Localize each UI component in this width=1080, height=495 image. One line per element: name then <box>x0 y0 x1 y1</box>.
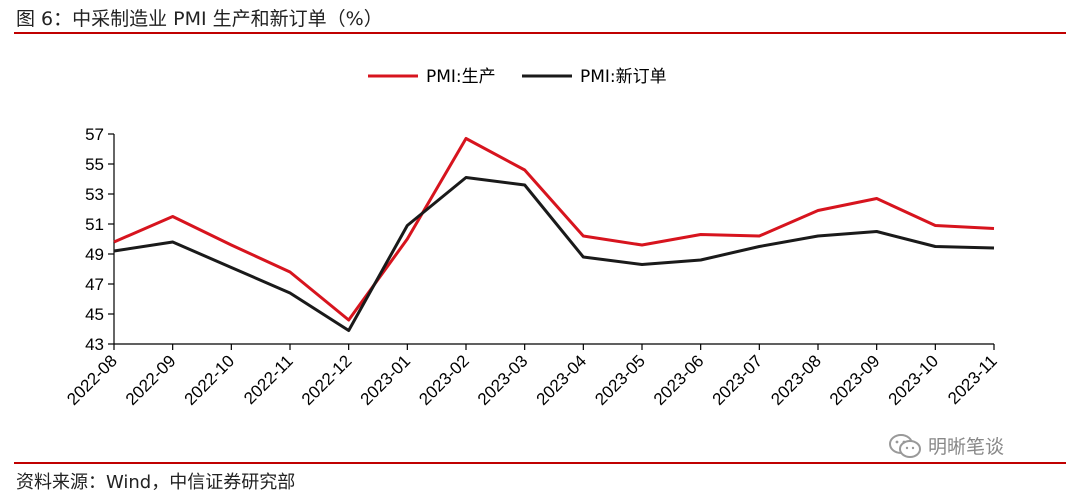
y-tick-label: 45 <box>85 305 104 324</box>
x-tick-label: 2022-10 <box>181 351 239 409</box>
x-tick-label: 2023-05 <box>591 351 649 409</box>
x-tick-label: 2023-04 <box>533 351 591 409</box>
legend-label-2: PMI:新订单 <box>580 67 667 87</box>
x-tick-label: 2022-12 <box>298 351 356 409</box>
y-tick-label: 57 <box>85 125 104 144</box>
x-tick-label: 2023-08 <box>767 351 825 409</box>
x-tick-label: 2022-09 <box>122 351 180 409</box>
x-tick-label: 2023-03 <box>474 351 532 409</box>
series-line-1 <box>113 137 995 322</box>
y-tick-label: 47 <box>85 275 104 294</box>
legend-label-1: PMI:生产 <box>426 67 496 87</box>
watermark: 明晰笔谈 <box>888 432 1004 459</box>
series-line-2 <box>113 176 995 332</box>
chart-legend: PMI:生产 PMI:新订单 <box>368 67 667 87</box>
bottom-divider <box>14 462 1066 464</box>
x-tick-label: 2023-01 <box>357 351 415 409</box>
y-tick-label: 55 <box>85 155 104 174</box>
source-note: 资料来源：Wind，中信证券研究部 <box>16 472 296 493</box>
x-tick-label: 2023-10 <box>885 351 943 409</box>
figure-title: 图 6：中采制造业 PMI 生产和新订单（%） <box>16 8 383 30</box>
x-tick-label: 2023-09 <box>826 351 884 409</box>
x-tick-label: 2023-02 <box>415 351 473 409</box>
y-tick-label: 49 <box>85 245 104 264</box>
y-tick-label: 53 <box>85 185 104 204</box>
wechat-icon <box>888 433 922 459</box>
x-tick-label: 2022-08 <box>63 351 121 409</box>
x-tick-label: 2022-11 <box>240 351 297 408</box>
y-tick-label: 43 <box>85 335 104 354</box>
x-tick-label: 2023-06 <box>650 351 708 409</box>
top-divider <box>14 32 1066 34</box>
x-tick-label: 2023-11 <box>944 351 1001 408</box>
y-tick-label: 51 <box>85 215 104 234</box>
watermark-text: 明晰笔谈 <box>928 436 1005 458</box>
plot-area <box>113 137 995 332</box>
x-tick-label: 2023-07 <box>709 351 767 409</box>
